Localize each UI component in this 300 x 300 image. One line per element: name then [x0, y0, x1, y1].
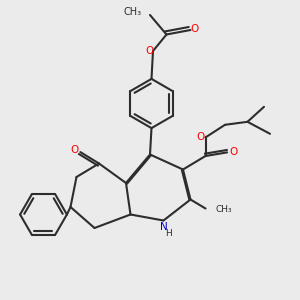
Text: O: O	[196, 132, 204, 142]
Text: O: O	[71, 145, 79, 155]
Text: O: O	[190, 23, 198, 34]
Text: CH₃: CH₃	[215, 206, 232, 214]
Text: O: O	[229, 147, 237, 158]
Text: O: O	[146, 46, 154, 56]
Text: CH₃: CH₃	[124, 7, 142, 17]
Text: H: H	[166, 229, 172, 238]
Text: N: N	[160, 222, 167, 232]
